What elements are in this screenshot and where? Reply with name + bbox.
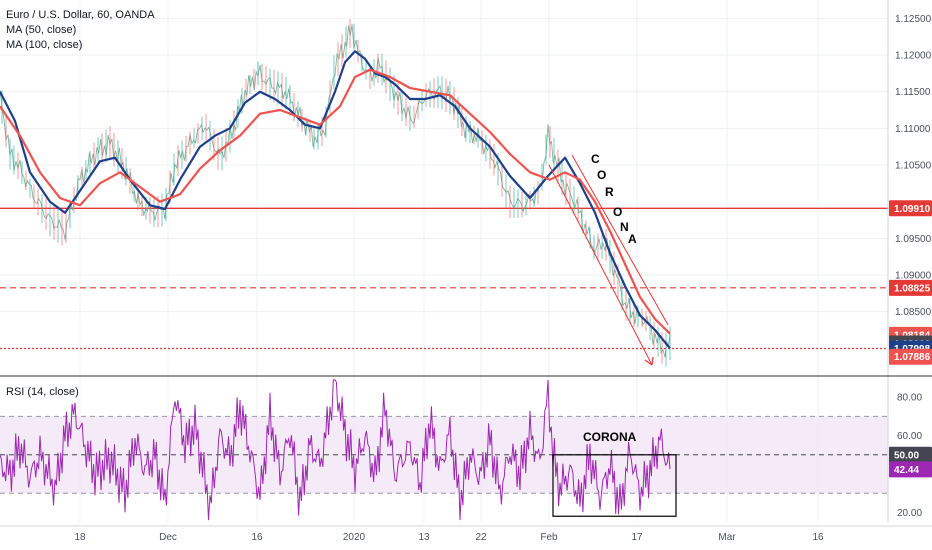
price-tag-bg	[889, 348, 932, 365]
main-legend: Euro / U.S. Dollar, 60, OANDA MA (50, cl…	[6, 8, 155, 53]
x-tick-label: 16	[812, 532, 824, 543]
y-tick-label: 1.12000	[895, 51, 932, 62]
x-tick-label: 22	[475, 532, 487, 543]
rsi-value-tag-bg	[889, 461, 932, 478]
rsi-tick-label: 20.00	[897, 508, 922, 519]
arrow-head	[644, 356, 654, 366]
y-tick-label: 1.09000	[895, 271, 932, 282]
ma50-line	[0, 50, 671, 349]
corona-highlight-box	[552, 454, 677, 517]
corona-letter: O	[613, 205, 622, 219]
rsi-tick-label: 80.00	[897, 393, 922, 404]
corona-letter: O	[597, 168, 606, 182]
rsi-title: RSI (14, close)	[6, 386, 79, 398]
y-tick-label: 1.09500	[895, 234, 932, 245]
price-tag: 1.08825	[894, 283, 931, 294]
price-tag-bg	[889, 279, 932, 296]
corona-letter: C	[591, 152, 600, 166]
chart-title: Euro / U.S. Dollar, 60, OANDA	[6, 9, 155, 21]
arrow-line-lower	[548, 164, 653, 366]
y-tick-label: 1.08500	[895, 307, 932, 318]
price-tag: 1.07886	[894, 352, 931, 363]
x-tick-label: 16	[251, 532, 263, 543]
ma50-legend: MA (50, close)	[6, 24, 77, 36]
main-grid	[0, 0, 888, 522]
x-tick-label: Dec	[159, 532, 177, 543]
price-chart[interactable]	[0, 19, 671, 367]
y-tick-label: 1.10500	[895, 161, 932, 172]
rsi-tick-label: 60.00	[897, 431, 922, 442]
y-tick-label: 1.11500	[895, 87, 931, 98]
corona-letters: CORONA	[591, 152, 637, 246]
corona-label: CORONA	[583, 430, 637, 444]
rsi-line	[0, 379, 671, 521]
rsi-legend: RSI (14, close)	[6, 385, 79, 400]
price-tags: 1.099101.088251.081841.080661.079981.078…	[889, 200, 932, 478]
x-tick-label: 2020	[343, 532, 366, 543]
x-tick-label: 13	[418, 532, 430, 543]
rsi-value-tag: 42.44	[894, 465, 919, 476]
y-tick-label: 1.11000	[895, 124, 931, 135]
rsi-panel[interactable]: CORONA	[0, 379, 888, 521]
x-tick-label: 17	[631, 532, 643, 543]
y-tick-label: 1.12500	[895, 14, 932, 25]
x-tick-label: Mar	[718, 532, 736, 543]
downtrend-arrow	[548, 154, 669, 366]
x-tick-label: 18	[74, 532, 86, 543]
x-tick-label: Feb	[540, 532, 558, 543]
rsi-value-tag: 50.00	[894, 450, 919, 461]
arrow-line-upper	[571, 154, 669, 326]
ma100-legend: MA (100, close)	[6, 39, 83, 51]
rsi-value-tag-bg	[889, 446, 932, 463]
price-tag-bg	[889, 200, 932, 217]
corona-letter: R	[605, 185, 614, 199]
ma100-line	[0, 68, 671, 335]
corona-letter: N	[620, 220, 629, 234]
corona-letter: A	[628, 232, 637, 246]
price-tag: 1.09910	[894, 204, 931, 215]
